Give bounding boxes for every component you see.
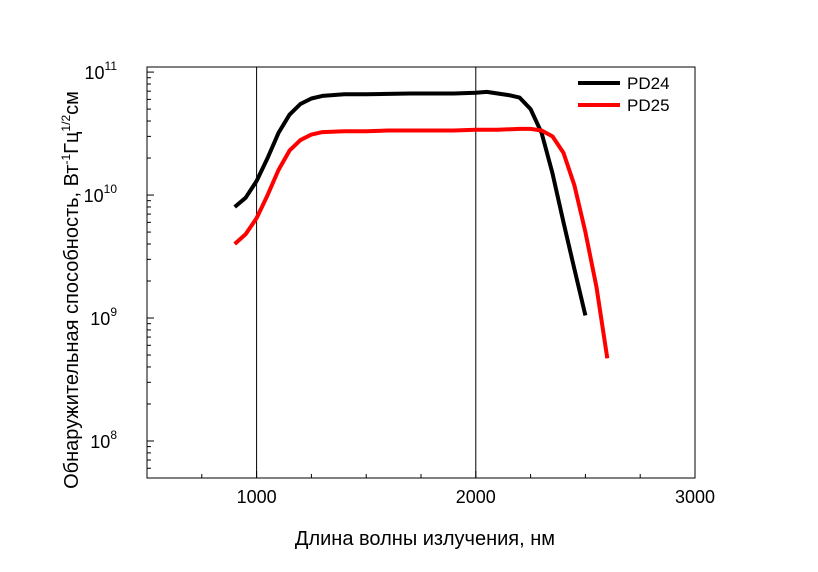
series-line-pd25 (233, 126, 610, 359)
series-line-pd24 (233, 89, 588, 316)
y-tick-label: 1011 (85, 59, 118, 83)
x-tick-label: 2000 (456, 487, 496, 507)
legend: PD24 PD25 (578, 74, 670, 115)
y-axis-label: Обнаружительная способность, Вт-1Гц1/2см (59, 91, 83, 489)
x-axis-ticks: 1000 2000 3000 (146, 471, 715, 507)
y-tick-label: 108 (90, 428, 117, 452)
y-axis-ticks: 108 109 1010 1011 (84, 59, 154, 469)
legend-label-pd25: PD25 (627, 96, 670, 115)
y-tick-label: 1010 (84, 182, 118, 206)
x-tick-label: 1000 (237, 487, 277, 507)
y-axis-label-prefix: Обнаружительная способность, Вт (61, 165, 83, 489)
y-axis-label-sup1: -1 (59, 154, 73, 165)
y-axis-label-mid: Гц (61, 132, 83, 154)
y-tick-label: 109 (90, 305, 117, 329)
legend-label-pd24: PD24 (627, 74, 670, 93)
x-tick-label: 3000 (675, 487, 715, 507)
series-lines (233, 89, 610, 359)
grid-lines (256, 67, 477, 478)
x-axis-label: Длина волны излучения, нм (295, 528, 555, 550)
y-axis-label-suffix: см (61, 91, 83, 115)
y-axis-label-sup2: 1/2 (59, 115, 73, 132)
